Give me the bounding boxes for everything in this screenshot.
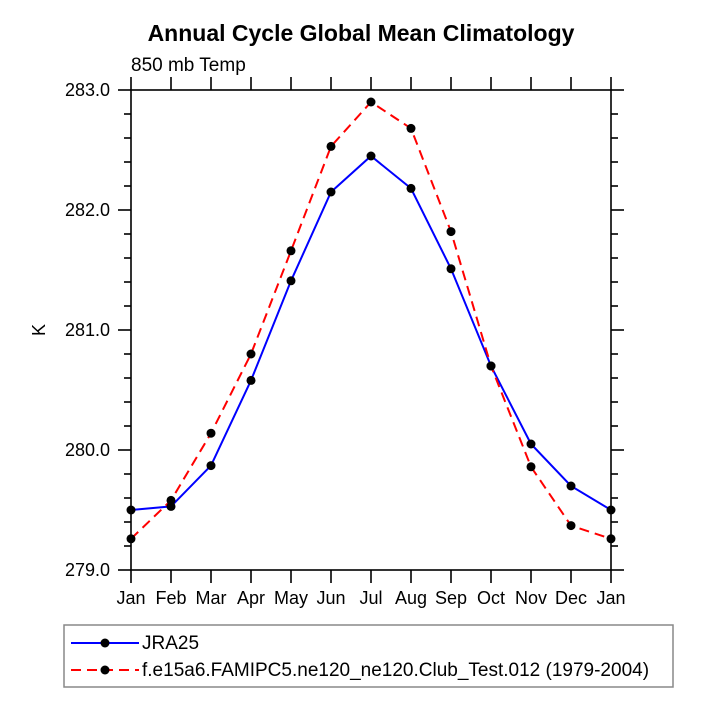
series-marker-0 xyxy=(606,505,616,515)
series-marker-0 xyxy=(206,461,216,471)
x-tick-label: Sep xyxy=(435,588,467,608)
series-marker-0 xyxy=(326,187,336,197)
y-tick-label: 280.0 xyxy=(65,440,110,460)
series-marker-1 xyxy=(566,521,576,531)
x-tick-label: Jun xyxy=(316,588,345,608)
x-tick-label: Nov xyxy=(515,588,547,608)
y-tick-label: 282.0 xyxy=(65,200,110,220)
y-tick-label: 283.0 xyxy=(65,80,110,100)
plot-frame xyxy=(130,89,612,571)
x-tick-label: Feb xyxy=(155,588,186,608)
series-marker-0 xyxy=(446,264,456,274)
series-marker-0 xyxy=(566,481,576,491)
series-marker-0 xyxy=(366,151,376,161)
series-marker-1 xyxy=(166,495,176,505)
series-marker-1 xyxy=(606,534,616,544)
series-marker-1 xyxy=(406,123,416,133)
x-tick-label: Jan xyxy=(596,588,625,608)
plot-area: 279.0 280.0 281.0 282.0 283.0 Jan Feb Mar Apr May… xyxy=(65,77,626,608)
chart-subtitle: 850 mb Temp xyxy=(131,55,246,76)
series-marker-1 xyxy=(446,227,456,237)
x-tick-label: Jul xyxy=(359,588,382,608)
legend-marker-jra25 xyxy=(100,638,110,648)
series-marker-1 xyxy=(246,349,256,359)
series-marker-0 xyxy=(246,375,256,385)
x-tick-label: Jan xyxy=(116,588,145,608)
series-marker-0 xyxy=(126,505,136,515)
series-marker-1 xyxy=(486,361,496,371)
series-marker-0 xyxy=(286,276,296,286)
chart-title: Annual Cycle Global Mean Climatology xyxy=(148,20,575,46)
x-tick-label: Mar xyxy=(196,588,227,608)
legend: JRA25 f.e15a6.FAMIPC5.ne120_ne120.Club_T… xyxy=(63,624,674,688)
series-marker-1 xyxy=(366,97,376,107)
series-marker-0 xyxy=(406,183,416,193)
series-marker-0 xyxy=(526,439,536,449)
legend-marker-model xyxy=(100,665,110,675)
legend-label-jra25: JRA25 xyxy=(142,633,199,654)
legend-box xyxy=(63,624,674,688)
series-line-0 xyxy=(130,154,612,511)
series-marker-1 xyxy=(526,462,536,472)
y-tick-label: 279.0 xyxy=(65,560,110,580)
x-tick-label: May xyxy=(274,588,308,608)
x-tick-label: Apr xyxy=(237,588,265,608)
legend-label-model: f.e15a6.FAMIPC5.ne120_ne120.Club_Test.01… xyxy=(142,660,649,681)
x-tick-label: Aug xyxy=(395,588,427,608)
x-tick-label: Dec xyxy=(555,588,587,608)
y-tick-label: 281.0 xyxy=(65,320,110,340)
series-marker-1 xyxy=(326,141,336,151)
series-marker-1 xyxy=(126,534,136,544)
series-marker-1 xyxy=(286,246,296,256)
x-tick-label: Oct xyxy=(477,588,505,608)
series-marker-1 xyxy=(206,428,216,438)
y-axis-label: K xyxy=(29,324,49,336)
